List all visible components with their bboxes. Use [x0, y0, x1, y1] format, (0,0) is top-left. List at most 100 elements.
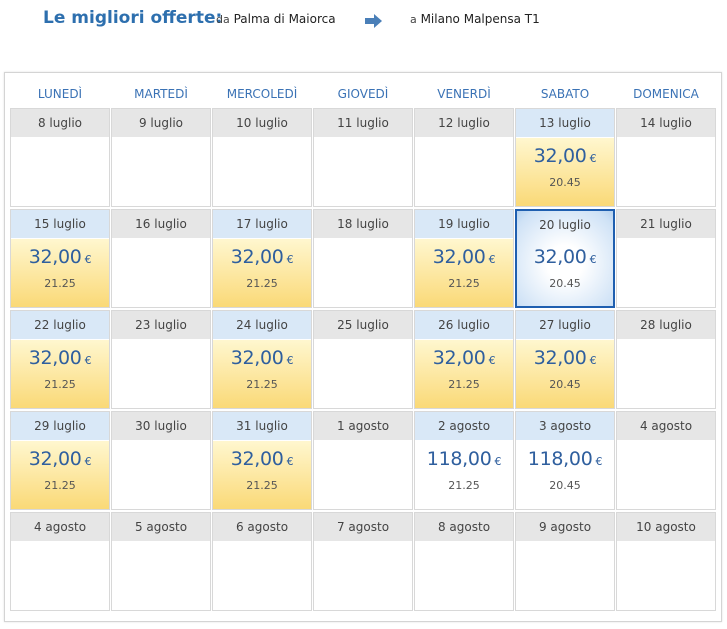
calendar-day-offer[interactable]: 27 luglio 32,00 €20.45 [515, 310, 615, 409]
fare-offer[interactable]: 32,00 € 20.45 [516, 138, 614, 206]
day-date-label: 16 luglio [112, 210, 210, 238]
calendar-day: 7 agosto [313, 512, 413, 611]
fare-offer[interactable]: 32,00 €21.25 [213, 340, 311, 408]
fare-price: 32,00 € [11, 448, 109, 470]
day-date-label: 14 luglio [617, 109, 715, 137]
currency-symbol: € [84, 253, 92, 266]
day-date-label: 1 agosto [314, 412, 412, 440]
departure-time: 20.45 [549, 479, 581, 492]
calendar-day: 11 luglio [313, 108, 413, 207]
calendar-day: 30 luglio [111, 411, 211, 510]
origin-label: da Palma di Maiorca [216, 12, 336, 26]
weekday-header-giovedi: GIOVEDÌ [337, 87, 389, 101]
price-amount: 118,00 [426, 448, 492, 470]
right-arrow-icon [365, 14, 382, 28]
weekday-header-mercoledi: MERCOLEDÌ [226, 87, 298, 101]
currency-symbol: € [595, 455, 603, 468]
calendar-day-offer[interactable]: 19 luglio 32,00 €21.25 [414, 209, 514, 308]
currency-symbol: € [286, 354, 294, 367]
calendar-day: 21 luglio [616, 209, 716, 308]
calendar-day: 12 luglio [414, 108, 514, 207]
fare-price: 32,00 € [517, 246, 613, 268]
fare-price: 118,00 € [415, 448, 513, 470]
departure-time: 21.25 [448, 378, 480, 391]
day-date-label: 6 agosto [213, 513, 311, 541]
fare-price: 32,00 € [415, 347, 513, 369]
calendar-day: 25 luglio [313, 310, 413, 409]
calendar-day-offer[interactable]: 17 luglio 32,00 €21.25 [212, 209, 312, 308]
day-date-label: 26 luglio [415, 311, 513, 339]
day-date-label: 4 agosto [11, 513, 109, 541]
calendar-day: 9 agosto [515, 512, 615, 611]
fare-calendar: LUNEDÌ MARTEDÌ MERCOLEDÌ GIOVEDÌ VENERDÌ SABA… [4, 72, 722, 622]
weekday-header-sabato: SABATO [540, 87, 590, 101]
fare-offer[interactable]: 118,00 €21.25 [415, 441, 513, 509]
day-date-label: 9 agosto [516, 513, 614, 541]
calendar-day: 9 luglio [111, 108, 211, 207]
day-date-label: 12 luglio [415, 109, 513, 137]
fare-offer[interactable]: 32,00 €21.25 [213, 441, 311, 509]
departure-time: 20.45 [549, 277, 581, 290]
calendar-day-offer[interactable]: 2 agosto 118,00 €21.25 [414, 411, 514, 510]
currency-symbol: € [589, 253, 597, 266]
calendar-day-offer[interactable]: 26 luglio 32,00 € 21.25 [414, 310, 514, 409]
day-date-label: 28 luglio [617, 311, 715, 339]
calendar-day-offer[interactable]: 13 luglio 32,00 € 20.45 [515, 108, 615, 207]
day-date-label: 3 agosto [516, 412, 614, 440]
departure-time: 21.25 [44, 378, 76, 391]
calendar-day-offer[interactable]: 20 luglio 32,00 €20.45 [515, 209, 615, 308]
currency-symbol: € [494, 455, 502, 468]
fare-offer[interactable]: 32,00 €21.25 [11, 340, 109, 408]
day-date-label: 23 luglio [112, 311, 210, 339]
day-date-label: 9 luglio [112, 109, 210, 137]
calendar-day-offer[interactable]: 31 luglio 32,00 €21.25 [212, 411, 312, 510]
weekday-header-lunedi: LUNEDÌ [37, 87, 83, 101]
fare-price: 32,00 € [11, 246, 109, 268]
fare-offer[interactable]: 32,00 €21.25 [415, 239, 513, 307]
calendar-day-offer[interactable]: 3 agosto 118,00 €20.45 [515, 411, 615, 510]
departure-time: 21.25 [44, 277, 76, 290]
departure-time: 21.25 [246, 277, 278, 290]
day-date-label: 25 luglio [314, 311, 412, 339]
calendar-day: 8 agosto [414, 512, 514, 611]
calendar-day-offer[interactable]: 22 luglio 32,00 €21.25 [10, 310, 110, 409]
departure-time: 21.25 [448, 479, 480, 492]
day-date-label: 27 luglio [516, 311, 614, 339]
price-amount: 118,00 [527, 448, 593, 470]
fare-price: 32,00 € [516, 145, 614, 167]
calendar-day: 16 luglio [111, 209, 211, 308]
day-date-label: 30 luglio [112, 412, 210, 440]
price-amount: 32,00 [28, 448, 82, 470]
fare-offer[interactable]: 32,00 € 21.25 [213, 239, 311, 307]
currency-symbol: € [286, 253, 294, 266]
day-date-label: 8 agosto [415, 513, 513, 541]
fare-offer[interactable]: 32,00 €21.25 [11, 441, 109, 509]
departure-time: 20.45 [549, 176, 581, 189]
day-date-label: 13 luglio [516, 109, 614, 137]
fare-offer[interactable]: 32,00 €20.45 [516, 340, 614, 408]
page-title: Le migliori offerte: [43, 8, 223, 28]
calendar-day: 10 agosto [616, 512, 716, 611]
day-date-label: 10 agosto [617, 513, 715, 541]
price-amount: 32,00 [533, 246, 587, 268]
currency-symbol: € [488, 253, 496, 266]
day-date-label: 20 luglio [539, 218, 591, 232]
day-date-label: 15 luglio [11, 210, 109, 238]
fare-price: 32,00 € [415, 246, 513, 268]
day-date-label: 22 luglio [11, 311, 109, 339]
fare-offer[interactable]: 118,00 €20.45 [516, 441, 614, 509]
calendar-day-offer[interactable]: 15 luglio 32,00 € 21.25 [10, 209, 110, 308]
day-date-label: 7 agosto [314, 513, 412, 541]
fare-price: 118,00 € [516, 448, 614, 470]
fare-offer[interactable]: 32,00 € 21.25 [415, 340, 513, 408]
currency-symbol: € [286, 455, 294, 468]
destination-label: a Milano Malpensa T1 [410, 12, 540, 26]
departure-time: 20.45 [549, 378, 581, 391]
currency-symbol: € [488, 354, 496, 367]
calendar-day-offer[interactable]: 24 luglio 32,00 €21.25 [212, 310, 312, 409]
price-amount: 32,00 [533, 145, 587, 167]
fare-price: 32,00 € [213, 246, 311, 268]
calendar-day-offer[interactable]: 29 luglio 32,00 €21.25 [10, 411, 110, 510]
fare-offer[interactable]: 32,00 € 21.25 [11, 239, 109, 307]
fare-offer[interactable]: 32,00 €20.45 [517, 239, 613, 307]
